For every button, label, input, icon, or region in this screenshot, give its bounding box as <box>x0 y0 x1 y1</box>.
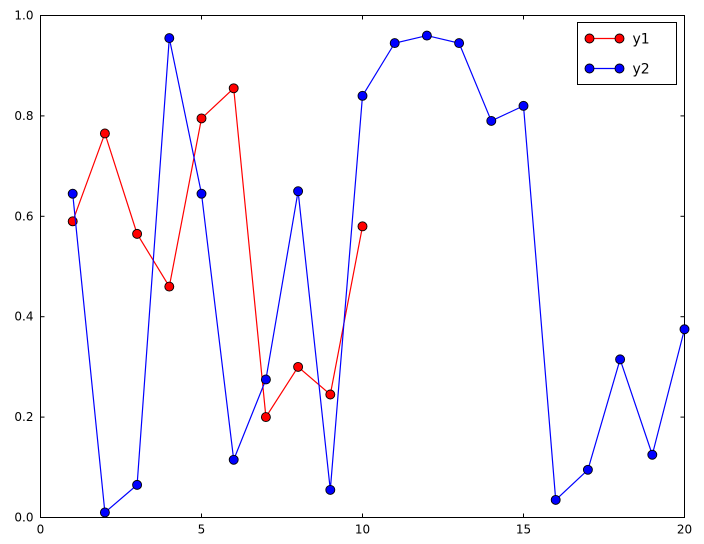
series-y2-marker <box>67 188 78 199</box>
series-y2-line <box>72 34 686 514</box>
series-y1-marker <box>357 221 368 232</box>
series-y2-marker <box>486 115 497 126</box>
series-y2-marker <box>615 354 626 365</box>
series-y1-marker <box>325 389 336 400</box>
series-y2-marker <box>550 494 561 505</box>
series-y2-marker <box>164 33 175 44</box>
y-tick-label: 0.4 <box>14 310 33 324</box>
legend-label: y1 <box>633 32 650 48</box>
legend: y1 y2 <box>577 22 677 85</box>
legend-sample-marker <box>584 63 595 74</box>
series-y2-marker <box>389 38 400 49</box>
series-y2 <box>67 30 690 518</box>
x-tick-label: 20 <box>677 523 692 537</box>
series-y1-marker <box>293 361 304 372</box>
series-y2-marker <box>454 38 465 49</box>
y-tick-label: 0.2 <box>14 410 33 424</box>
series-y2-marker <box>260 374 271 385</box>
series-y2-marker <box>679 324 690 335</box>
series-y2-marker <box>196 188 207 199</box>
legend-sample-marker <box>614 63 625 74</box>
y-tick-label: 0.0 <box>14 511 33 525</box>
series-y1-marker <box>164 281 175 292</box>
series-y2-marker <box>582 464 593 475</box>
series-y1 <box>67 83 368 423</box>
series-y1-marker <box>132 228 143 239</box>
series-y2-marker <box>228 454 239 465</box>
series-y1-line <box>72 87 364 419</box>
series-y2-marker <box>357 90 368 101</box>
series-y1-marker <box>228 83 239 94</box>
legend-label: y2 <box>633 62 650 78</box>
series-y1-marker <box>196 113 207 124</box>
y-axis-ticks: 0.0 0.2 0.4 0.6 0.8 1.0 <box>14 9 685 525</box>
x-axis-ticks: 0 5 10 15 20 <box>37 15 692 537</box>
series-y2-marker <box>325 484 336 495</box>
legend-sample-marker <box>584 33 595 44</box>
series-y2-marker <box>421 30 432 41</box>
legend-entry-y1: y1 <box>584 32 650 48</box>
legend-box <box>577 22 677 85</box>
series-y2-marker <box>518 100 529 111</box>
axes-frame <box>40 15 685 518</box>
y-tick-label: 1.0 <box>14 9 33 23</box>
series-y2-marker <box>293 186 304 197</box>
series-y2-marker <box>99 507 110 518</box>
series-y1-marker <box>99 128 110 139</box>
legend-entry-y2: y2 <box>584 62 650 78</box>
series-y1-marker <box>260 412 271 423</box>
legend-sample-marker <box>614 33 625 44</box>
y-tick-label: 0.8 <box>14 109 33 123</box>
y-tick-label: 0.6 <box>14 209 33 223</box>
x-tick-label: 15 <box>516 523 531 537</box>
series-y2-marker <box>647 449 658 460</box>
x-tick-label: 0 <box>37 523 45 537</box>
x-tick-label: 10 <box>355 523 370 537</box>
series-y2-marker <box>132 479 143 490</box>
x-tick-label: 5 <box>198 523 206 537</box>
